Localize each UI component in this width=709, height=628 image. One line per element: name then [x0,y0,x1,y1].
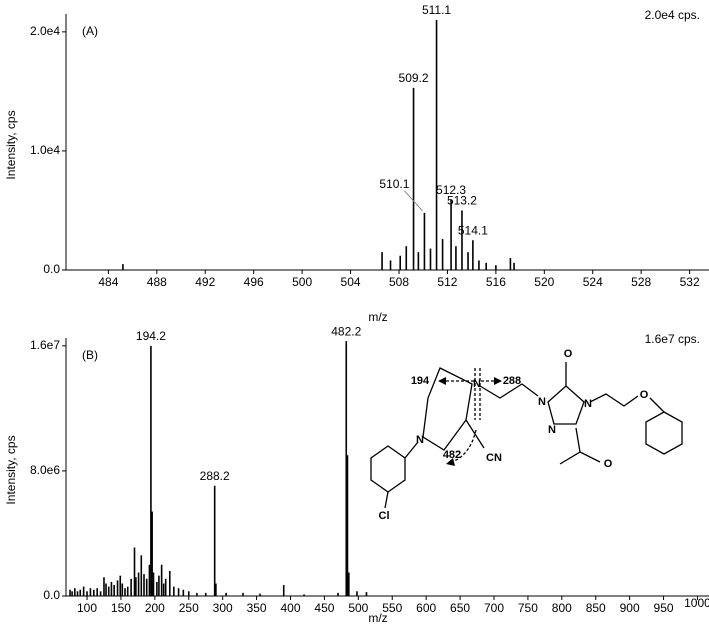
atom-label: O [564,348,573,360]
y-tick-label: 0.0 [43,262,60,276]
panel-label: (A) [82,24,98,38]
peak-label: 512.3 [436,183,466,197]
x-tick-label: 532 [680,275,700,289]
x-tick-label: 508 [389,275,409,289]
propyl-chain [479,383,539,399]
x-tick-label: 500 [292,275,312,289]
atom-label: O [640,389,649,401]
arrowhead [446,458,455,466]
x-tick-label: 496 [244,275,264,289]
atom-label: Cl [379,510,390,522]
scale-label: 1.6e7 cps. [645,332,700,346]
y-axis-title: Intensity, cps [4,110,18,179]
piperazine-ring [422,367,473,451]
atom-label: N [584,398,592,410]
triazolone-ring [547,385,585,425]
scale-label: 2.0e4 cps. [645,8,700,22]
x-tick-label: 488 [147,275,167,289]
x-tick-label: 450 [314,601,334,615]
aryl-bond [404,441,419,459]
x-tick-label: 1000 [684,596,709,610]
chlorophenyl-ring [370,445,406,493]
peak-label: 514.1 [458,223,488,237]
x-tick-label: 500 [348,601,368,615]
x-tick-label: 200 [145,601,165,615]
arrowhead [438,377,446,385]
peak-label: 482.2 [331,324,361,338]
peak-label: 194.2 [136,329,166,343]
atom-label: O [604,458,613,470]
x-tick-label: 512 [437,275,457,289]
leader-line [404,190,423,212]
x-tick-label: 550 [382,601,402,615]
x-tick-label: 900 [620,601,640,615]
ether-bond [649,397,665,413]
x-axis-title: m/z [368,611,387,625]
x-tick-label: 100 [77,601,97,615]
x-tick-label: 516 [486,275,506,289]
y-tick-label: 2.0e4 [30,24,60,38]
x-tick-label: 850 [586,601,606,615]
x-tick-label: 400 [280,601,300,615]
x-tick-label: 492 [195,275,215,289]
atom-label: N [548,424,556,436]
cyano-bond [465,419,485,449]
x-tick-label: 524 [583,275,603,289]
x-tick-label: 484 [98,275,118,289]
x-tick-label: 950 [654,601,674,615]
peak-label: 509.2 [399,71,429,85]
y-axis-title: Intensity, cps [4,435,18,504]
fragment-label: 482 [443,449,461,461]
x-tick-label: 350 [247,601,267,615]
arrowhead [494,377,502,385]
peak-label: 510.1 [379,177,409,191]
y-tick-label: 0.0 [43,588,60,602]
atom-label: N [538,396,546,408]
y-tick-label: 8.0e6 [30,463,60,477]
x-tick-label: 520 [534,275,554,289]
peak-label: 288.2 [200,469,230,483]
x-tick-label: 650 [450,601,470,615]
acetyl-methyl [559,427,581,465]
atom-label: CN [486,452,502,464]
chloro-bond [384,491,389,509]
atom-label: N [416,434,424,446]
x-tick-label: 600 [416,601,436,615]
atom-label: N [473,378,481,390]
x-tick-label: 750 [518,601,538,615]
ethoxy-chain [589,393,639,407]
x-tick-label: 800 [552,601,572,615]
acetyl-carbonyl [579,451,601,463]
x-tick-label: 528 [631,275,651,289]
peak-label: 513.2 [447,194,477,208]
x-tick-label: 300 [213,601,233,615]
fragment-label: 288 [503,375,521,387]
structure: 194 288 482 CN O O O N N N N N Cl [370,348,683,522]
y-tick-label: 1.6e7 [30,338,60,352]
peak-label: 511.1 [422,3,451,17]
x-tick-label: 150 [111,601,131,615]
panel-label: (B) [82,348,98,362]
phenyl-ring [645,411,683,455]
y-tick-label: 1.0e4 [30,143,60,157]
x-axis-title: m/z [368,310,387,324]
x-tick-label: 250 [179,601,199,615]
fragment-arrow [451,429,477,463]
x-tick-label: 700 [484,601,504,615]
x-tick-label: 504 [341,275,361,289]
fragment-label: 194 [411,375,430,387]
